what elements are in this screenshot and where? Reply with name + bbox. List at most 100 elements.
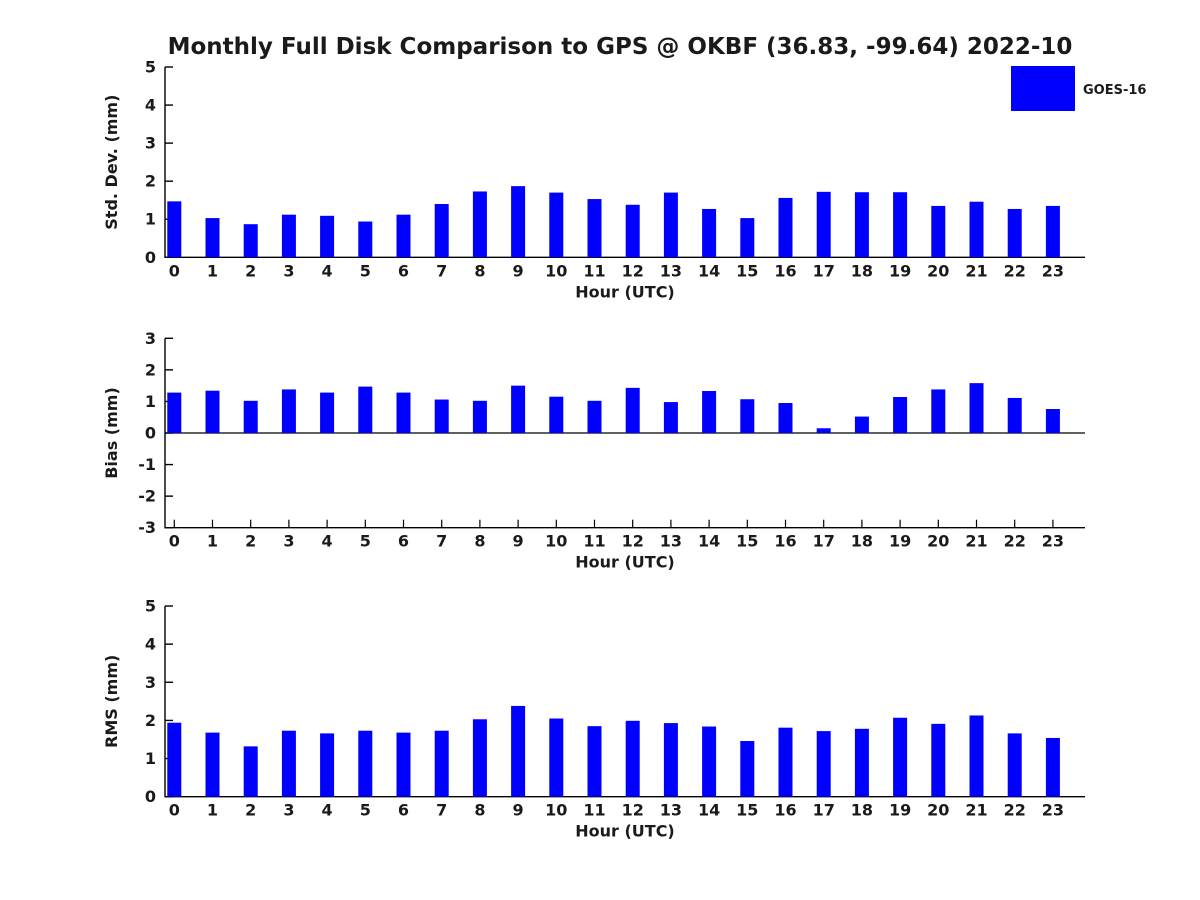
- x-tick-label: 12: [622, 801, 644, 820]
- x-tick-label: 5: [360, 261, 371, 280]
- bar-hour-6: [396, 214, 411, 258]
- legend-swatch-goes16: [1011, 66, 1075, 111]
- y-tick-label: 1: [145, 210, 156, 229]
- x-tick-label: 1: [207, 532, 218, 551]
- x-tick-label: 6: [398, 801, 409, 820]
- bar-hour-12: [625, 204, 640, 258]
- bar-hour-19: [893, 192, 908, 258]
- bar-hour-8: [472, 400, 487, 433]
- x-tick-label: 14: [698, 801, 720, 820]
- y-axis-label: Bias (mm): [102, 387, 121, 479]
- x-tick-label: 19: [889, 532, 911, 551]
- bar-hour-20: [931, 205, 946, 258]
- bar-hour-4: [320, 733, 335, 797]
- bar-hour-22: [1007, 397, 1022, 433]
- axes-frame: [164, 67, 1085, 258]
- bar-hour-11: [587, 199, 602, 258]
- bar-hour-3: [281, 214, 296, 258]
- x-tick-label: 21: [965, 801, 987, 820]
- axes-frame: [164, 606, 1085, 798]
- x-tick-label: 16: [774, 261, 796, 280]
- bar-hour-22: [1007, 208, 1022, 258]
- x-tick-label: 6: [398, 532, 409, 551]
- x-tick-label: 10: [545, 532, 567, 551]
- bar-hour-15: [740, 741, 755, 797]
- x-tick-label: 8: [474, 261, 485, 280]
- x-tick-label: 15: [736, 532, 758, 551]
- x-tick-label: 7: [436, 801, 447, 820]
- bar-hour-7: [434, 399, 449, 433]
- bar-hour-21: [969, 201, 984, 258]
- x-tick-label: 17: [813, 801, 835, 820]
- bar-hour-17: [816, 428, 831, 433]
- bar-hour-23: [1045, 737, 1060, 797]
- x-tick-label: 0: [169, 801, 180, 820]
- bar-hour-13: [663, 192, 678, 258]
- x-tick-label: 9: [513, 261, 524, 280]
- x-tick-label: 18: [851, 261, 873, 280]
- y-tick-label: 0: [145, 248, 156, 267]
- x-tick-label: 0: [169, 532, 180, 551]
- bar-hour-7: [434, 730, 449, 797]
- x-tick-label: 1: [207, 801, 218, 820]
- x-tick-label: 2: [245, 801, 256, 820]
- y-tick-label: 3: [145, 673, 156, 692]
- bar-hour-19: [893, 397, 908, 433]
- x-axis-label: Hour (UTC): [575, 822, 675, 841]
- bar-hour-3: [281, 730, 296, 797]
- x-tick-label: 3: [283, 532, 294, 551]
- bar-hour-2: [243, 746, 258, 797]
- x-tick-label: 10: [545, 801, 567, 820]
- x-tick-label: 23: [1042, 801, 1064, 820]
- bar-hour-18: [854, 416, 869, 433]
- x-tick-label: 15: [736, 801, 758, 820]
- y-tick-label: 0: [145, 424, 156, 443]
- x-tick-label: 18: [851, 801, 873, 820]
- y-tick-label: 0: [145, 787, 156, 806]
- bar-hour-16: [778, 727, 793, 797]
- x-tick-label: 12: [622, 532, 644, 551]
- x-tick-label: 5: [360, 801, 371, 820]
- bar-hour-2: [243, 400, 258, 433]
- bar-hour-0: [167, 201, 182, 258]
- bar-hour-8: [472, 719, 487, 797]
- bar-hour-21: [969, 715, 984, 797]
- x-tick-label: 22: [1004, 801, 1026, 820]
- bar-hour-13: [663, 402, 678, 433]
- x-tick-label: 20: [927, 532, 949, 551]
- x-tick-label: 13: [660, 261, 682, 280]
- bar-hour-17: [816, 731, 831, 797]
- bar-hour-0: [167, 722, 182, 797]
- x-tick-label: 11: [583, 801, 605, 820]
- y-tick-label: 5: [145, 597, 156, 616]
- bar-hour-10: [549, 192, 564, 258]
- bar-hour-5: [358, 730, 373, 797]
- y-tick-label: -2: [138, 487, 156, 506]
- x-tick-label: 17: [813, 532, 835, 551]
- x-tick-label: 16: [774, 801, 796, 820]
- x-tick-label: 13: [660, 801, 682, 820]
- x-tick-label: 22: [1004, 261, 1026, 280]
- bar-hour-12: [625, 720, 640, 797]
- x-tick-label: 4: [322, 801, 333, 820]
- bar-hour-18: [854, 728, 869, 797]
- x-tick-label: 23: [1042, 532, 1064, 551]
- x-tick-label: 1: [207, 261, 218, 280]
- bar-hour-5: [358, 386, 373, 433]
- x-tick-label: 21: [965, 261, 987, 280]
- x-tick-label: 15: [736, 261, 758, 280]
- bar-hour-0: [167, 392, 182, 433]
- bar-hour-9: [511, 186, 526, 258]
- x-tick-label: 11: [583, 532, 605, 551]
- bar-hour-23: [1045, 205, 1060, 258]
- bar-hour-17: [816, 191, 831, 258]
- x-tick-label: 18: [851, 532, 873, 551]
- x-tick-label: 5: [360, 532, 371, 551]
- bar-hour-9: [511, 385, 526, 433]
- bar-hour-19: [893, 717, 908, 797]
- x-tick-label: 4: [322, 532, 333, 551]
- y-axis-label: RMS (mm): [102, 655, 121, 748]
